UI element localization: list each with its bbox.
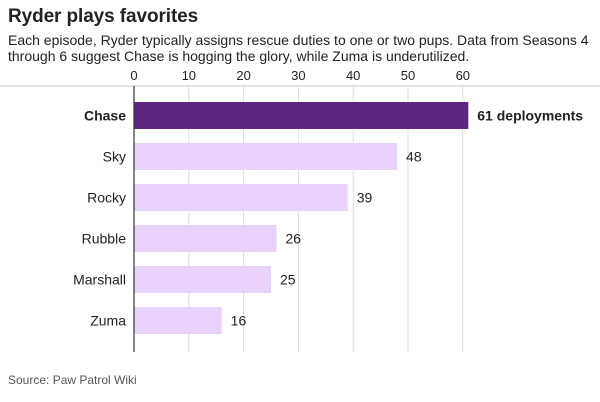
x-tick-label-30: 30 [291,68,305,83]
value-label-zuma: 16 [231,313,247,329]
bar-zuma [134,307,222,334]
category-label-rocky: Rocky [87,190,126,206]
source-note: Source: Paw Patrol Wiki [8,373,137,387]
category-label-sky: Sky [103,149,126,165]
x-tick-label-20: 20 [236,68,250,83]
value-label-marshall: 25 [280,272,296,288]
category-label-marshall: Marshall [73,272,126,288]
x-tick-label-0: 0 [130,68,137,83]
value-label-rubble: 26 [285,231,301,247]
bar-marshall [134,266,271,293]
x-tick-label-60: 60 [456,68,470,83]
category-label-rubble: Rubble [82,231,127,247]
x-tick-label-10: 10 [182,68,196,83]
bar-chase [134,102,469,129]
x-tick-label-40: 40 [346,68,360,83]
category-label-zuma: Zuma [90,313,126,329]
value-label-chase: 61 deployments [477,108,583,124]
chart-subtitle: Each episode, Ryder typically assigns re… [8,32,589,64]
category-label-chase: Chase [84,108,126,124]
bar-sky [134,143,398,170]
value-label-rocky: 39 [357,190,373,206]
bar-rubble [134,225,277,252]
value-label-sky: 48 [406,149,422,165]
x-tick-label-50: 50 [401,68,415,83]
bar-rocky [134,184,348,211]
chart-title: Ryder plays favorites [8,6,199,27]
